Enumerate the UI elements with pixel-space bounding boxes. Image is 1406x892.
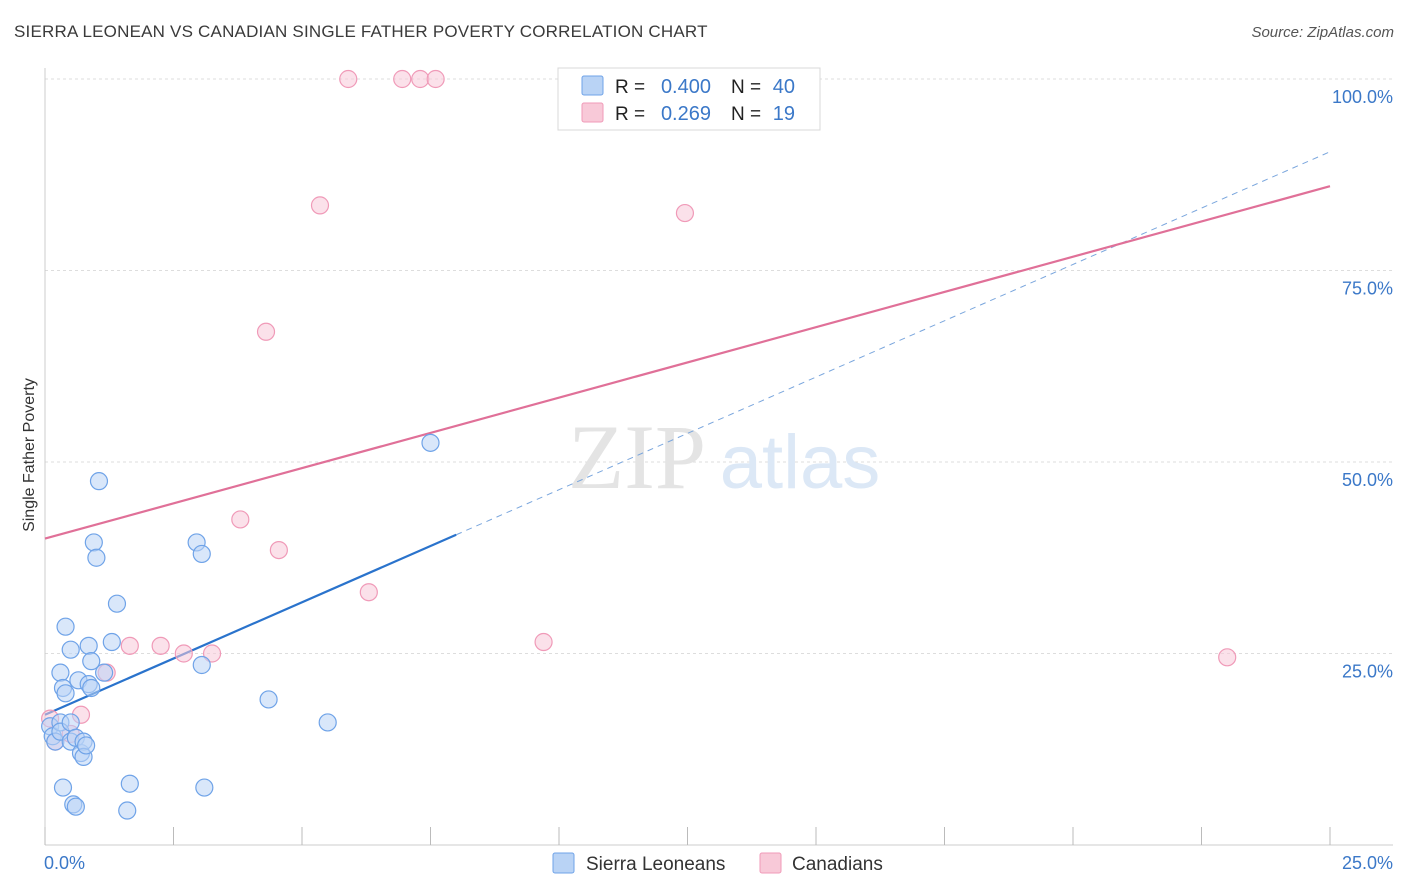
point-sierra-leoneans [87, 548, 106, 567]
point-canadians [1218, 648, 1237, 667]
point-sierra-leoneans [102, 632, 121, 652]
bottom-legend: Sierra Leoneans Canadians [552, 852, 883, 875]
chart-title: SIERRA LEONEAN VS CANADIAN SINGLE FATHER… [14, 22, 708, 41]
point-canadians [411, 69, 430, 89]
point-canadians [120, 636, 139, 655]
data-points [41, 69, 1237, 820]
point-sierra-leoneans [82, 652, 101, 671]
point-sierra-leoneans [120, 774, 139, 793]
point-sierra-leoneans [56, 617, 75, 636]
point-sierra-leoneans [107, 594, 127, 613]
source-label: Source: ZipAtlas.com [1251, 24, 1394, 41]
point-sierra-leoneans [53, 778, 73, 797]
y-tick-label: 50.0% [1342, 470, 1393, 490]
watermark-atlas: atlas [720, 420, 881, 505]
legend-swatch-sierra-leoneans [552, 852, 575, 874]
point-sierra-leoneans [84, 533, 103, 552]
point-canadians [151, 636, 170, 655]
watermark-zip: ZIP [568, 406, 706, 508]
trend-lines [44, 151, 1331, 716]
legend-n-value-canadians: 19 [773, 103, 795, 125]
legend-swatch-sierra-leoneans [581, 75, 604, 96]
y-axis-label: Single Father Poverty [21, 378, 38, 532]
point-sierra-leoneans [318, 713, 337, 732]
legend-label-sierra-leoneans: Sierra Leoneans [586, 854, 725, 875]
point-canadians [426, 69, 445, 89]
point-canadians [339, 69, 358, 89]
point-canadians [310, 196, 330, 215]
tick-labels: 25.0% 50.0% 75.0% 100.0% 0.0% 25.0% [44, 87, 1393, 873]
point-sierra-leoneans [61, 640, 80, 659]
point-canadians [675, 203, 695, 223]
x-tick-label: 0.0% [44, 853, 85, 873]
legend-n-label: N = [731, 104, 761, 125]
y-tick-label: 25.0% [1342, 662, 1393, 682]
point-sierra-leoneans [192, 655, 211, 675]
point-sierra-leoneans [118, 801, 137, 820]
watermark: ZIP atlas [568, 406, 880, 508]
point-canadians [393, 69, 412, 89]
trend-line-sierra-leoneans-extension [455, 151, 1331, 536]
legend-r-label: R = [615, 104, 645, 125]
point-sierra-leoneans [77, 736, 96, 755]
point-canadians [174, 644, 193, 663]
point-canadians [534, 632, 553, 652]
point-canadians [256, 322, 276, 341]
point-sierra-leoneans [95, 663, 114, 682]
point-sierra-leoneans [56, 684, 75, 703]
legend-label-canadians: Canadians [792, 854, 883, 875]
legend-swatch-canadians [581, 102, 604, 123]
y-tick-label: 75.0% [1342, 279, 1393, 299]
point-canadians [269, 540, 288, 560]
legend-r-label: R = [615, 77, 645, 98]
grid-lines [45, 78, 1393, 654]
y-tick-label: 100.0% [1332, 87, 1393, 107]
point-canadians [202, 644, 222, 663]
legend-r-value-canadians: 0.269 [661, 103, 711, 125]
legend-n-value-sierra-leoneans: 40 [773, 76, 795, 98]
x-tick-label: 25.0% [1342, 853, 1393, 873]
legend-swatch-canadians [759, 852, 782, 874]
point-sierra-leoneans [79, 636, 98, 655]
legend-n-label: N = [731, 77, 761, 98]
trend-line-canadians [44, 185, 1331, 540]
point-sierra-leoneans [259, 690, 278, 709]
point-sierra-leoneans [66, 797, 85, 816]
point-canadians [231, 510, 250, 529]
legend-r-value-sierra-leoneans: 0.400 [661, 76, 711, 98]
point-sierra-leoneans [89, 472, 109, 491]
point-sierra-leoneans [195, 778, 214, 797]
point-sierra-leoneans [421, 433, 440, 452]
point-canadians [359, 583, 378, 602]
point-sierra-leoneans [192, 544, 211, 564]
point-sierra-leoneans [51, 663, 70, 682]
point-sierra-leoneans [82, 678, 101, 698]
point-sierra-leoneans [61, 713, 80, 732]
trend-line-sierra-leoneans [44, 533, 457, 716]
legend-box: R = 0.400 N = 40 R = 0.269 N = 19 [557, 67, 821, 131]
